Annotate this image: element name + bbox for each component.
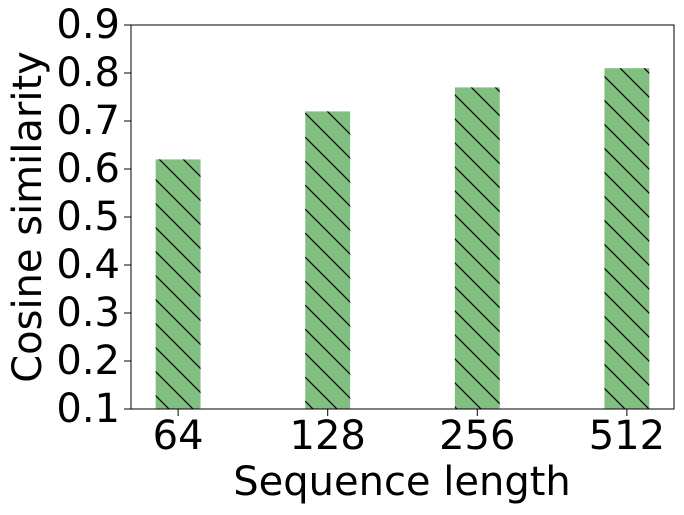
x-tick-label: 512 [589,413,665,459]
bar [454,87,500,410]
x-tick-label: 64 [153,413,204,459]
bar [305,111,351,410]
y-tick-label: 0.8 [56,50,120,96]
y-tick-label: 0.5 [56,194,120,240]
y-tick-label: 0.2 [56,338,120,384]
x-axis-label: Sequence length [233,459,571,505]
x-tick-label: 256 [439,413,515,459]
y-tick-label: 0.3 [56,290,120,336]
bar [155,159,201,409]
y-axis-label: Cosine similarity [5,51,51,383]
bar [604,68,650,409]
x-tick-label: 128 [290,413,366,459]
y-tick-label: 0.7 [56,98,120,144]
y-tick-label: 0.6 [56,146,120,192]
y-tick-label: 0.4 [56,242,120,288]
y-tick-label: 0.9 [56,2,120,48]
plot-frame [130,24,675,410]
y-tick-label: 0.1 [56,386,120,432]
